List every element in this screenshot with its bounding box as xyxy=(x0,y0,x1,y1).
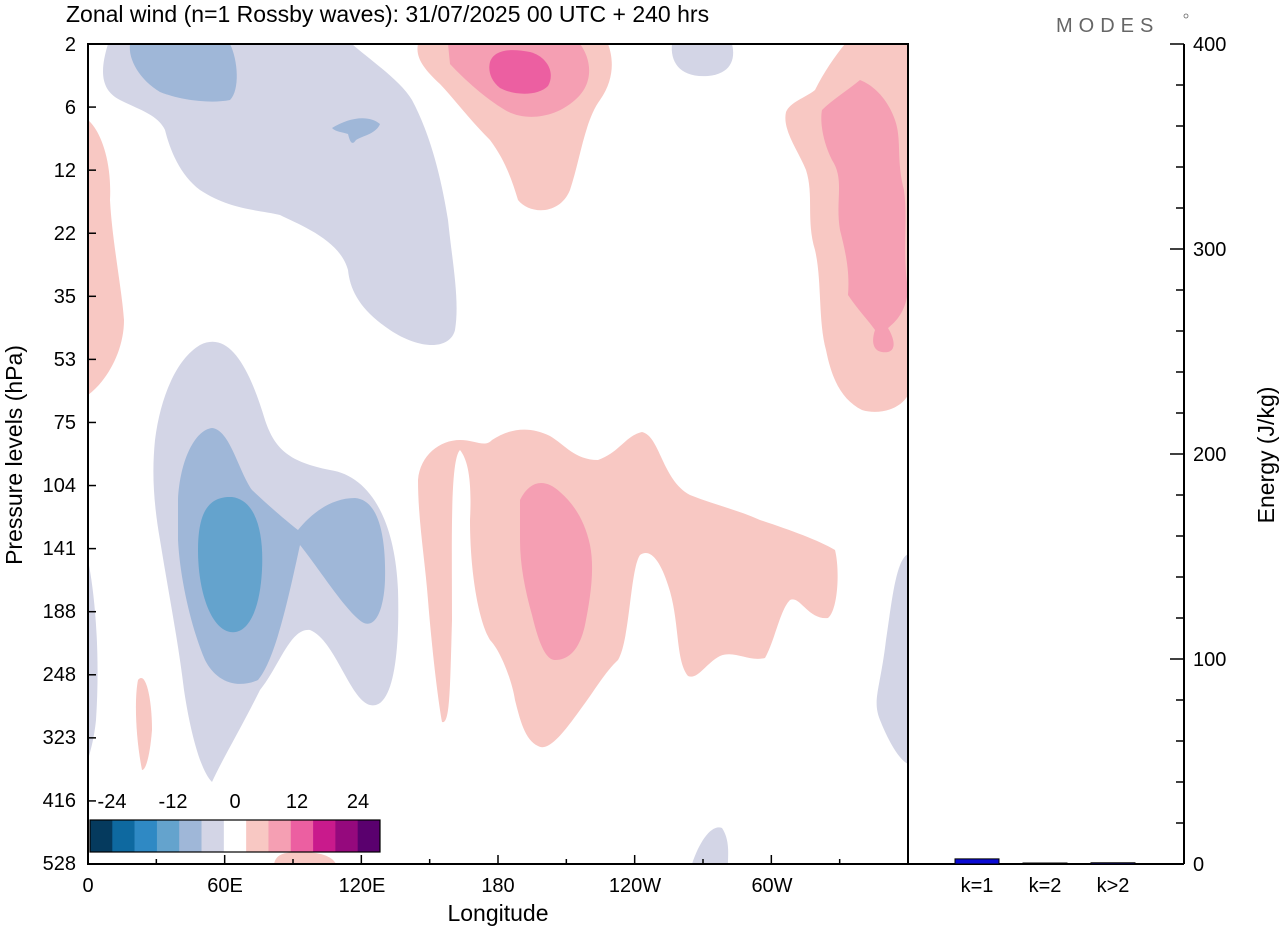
x-axis-label: Longitude xyxy=(447,900,548,926)
ytick-label: 416 xyxy=(43,790,76,812)
pos-moderate-right xyxy=(821,80,908,353)
xtick-label: 120E xyxy=(339,875,386,897)
ytick-label: 528 xyxy=(43,853,76,875)
colorbar-cell xyxy=(134,820,158,852)
colorbar-cell xyxy=(201,820,225,852)
colorbar-cell xyxy=(90,820,113,852)
energy-category-label: k>2 xyxy=(1097,875,1130,897)
pos-strong-upper xyxy=(489,50,551,94)
colorbar-cell xyxy=(179,820,202,852)
neg-weak-left-edge xyxy=(88,560,98,760)
colorbar-cell xyxy=(223,820,247,852)
pos-weak-bottom xyxy=(274,852,336,864)
neg-moderate-small xyxy=(332,118,380,143)
xtick-label: 60E xyxy=(207,875,243,897)
pos-weak-left-edge xyxy=(88,120,124,395)
colorbar-cell xyxy=(156,820,180,852)
contour-plot xyxy=(87,43,909,865)
energy-tick-label: 300 xyxy=(1193,239,1226,261)
xtick-label: 180 xyxy=(481,875,514,897)
colorbar-label: 12 xyxy=(286,791,308,813)
ytick-label: 2 xyxy=(65,34,76,56)
x-axis: 0 60E 120E 180 120W 60W Longitude xyxy=(82,875,792,926)
colorbar: -24 -12 0 12 24 xyxy=(89,791,381,853)
y-axis-label: Pressure levels (hPa) xyxy=(1,345,27,565)
neg-moderate-stratosphere xyxy=(129,44,237,102)
xtick-label: 60W xyxy=(751,875,792,897)
ytick-label: 22 xyxy=(54,223,76,245)
ytick-label: 141 xyxy=(43,538,76,560)
copyright-icon xyxy=(1183,13,1189,19)
colorbar-cell xyxy=(246,820,269,852)
energy-tick-label: 400 xyxy=(1193,34,1226,56)
colorbar-cell xyxy=(335,820,358,852)
ytick-label: 104 xyxy=(43,475,76,497)
neg-weak-top-right xyxy=(671,44,734,77)
energy-category-label: k=2 xyxy=(1029,875,1062,897)
ytick-label: 12 xyxy=(54,160,76,182)
ytick-label: 35 xyxy=(54,286,76,308)
colorbar-cell xyxy=(112,820,135,852)
ytick-label: 6 xyxy=(65,97,76,119)
colorbar-label: 0 xyxy=(229,791,240,813)
energy-bar xyxy=(1090,862,1136,865)
colorbar-frame xyxy=(89,819,381,853)
ytick-label: 323 xyxy=(43,727,76,749)
y-tick-marks xyxy=(88,43,96,865)
energy-tick-marks xyxy=(1170,43,1184,865)
chart-title: Zonal wind (n=1 Rossby waves): 31/07/202… xyxy=(66,1,709,27)
energy-tick-label: 0 xyxy=(1193,854,1204,876)
colorbar-label: 24 xyxy=(347,791,369,813)
energy-tick-label: 100 xyxy=(1193,649,1226,671)
ytick-label: 53 xyxy=(54,349,76,371)
energy-axis-label: Energy (J/kg) xyxy=(1253,387,1279,524)
energy-category-label: k=1 xyxy=(961,875,994,897)
ytick-label: 75 xyxy=(54,412,76,434)
colorbar-cell xyxy=(290,820,314,852)
energy-bar xyxy=(1022,862,1068,865)
x-tick-marks xyxy=(87,855,909,864)
xtick-label: 0 xyxy=(82,875,93,897)
neg-weak-right-edge xyxy=(876,554,908,764)
neg-strong-core xyxy=(198,496,263,633)
neg-weak-bottom xyxy=(692,827,729,864)
energy-bar xyxy=(954,858,1000,865)
ytick-label: 188 xyxy=(43,601,76,623)
colorbar-cell xyxy=(357,820,381,852)
energy-panel: 400 300 200 100 0 Energy (J/kg) k=1 k=2 … xyxy=(908,34,1279,897)
colorbar-cell xyxy=(313,820,336,852)
modes-logo: MODES xyxy=(1056,15,1159,37)
colorbar-cell xyxy=(268,820,292,852)
pos-weak-small-blob xyxy=(135,678,152,770)
pos-moderate-troposphere xyxy=(520,482,593,660)
colorbar-label: -12 xyxy=(159,791,188,813)
xtick-label: 120W xyxy=(609,875,661,897)
colorbar-label: -24 xyxy=(98,791,127,813)
y-axis: 2 6 12 22 35 53 75 104 141 188 248 323 4… xyxy=(1,34,76,875)
energy-tick-label: 200 xyxy=(1193,444,1226,466)
ytick-label: 248 xyxy=(43,664,76,686)
